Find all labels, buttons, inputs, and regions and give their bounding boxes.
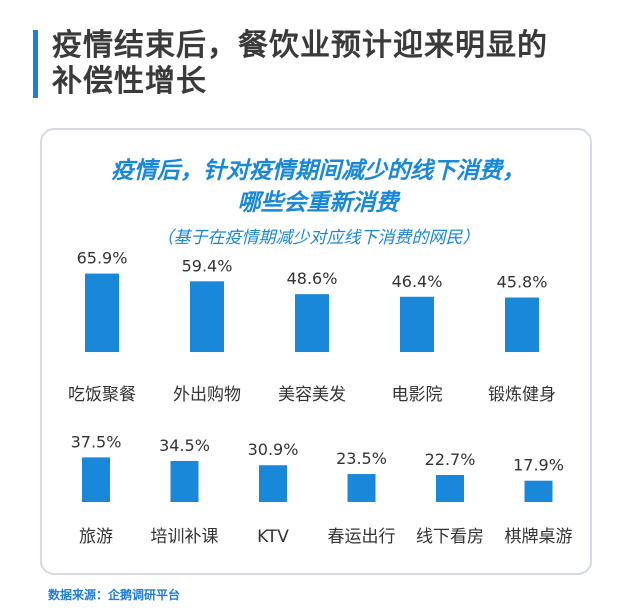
bar-培训补课 (170, 460, 199, 502)
value-label: 65.9% (77, 249, 128, 268)
data-source: 数据来源：企鹅调研平台 (48, 588, 181, 602)
heading-accent-bar (33, 30, 38, 98)
value-label: 45.8% (497, 272, 548, 291)
bar-吃饭聚餐 (85, 273, 119, 352)
bar-春运出行 (347, 474, 376, 502)
value-label: 17.9% (513, 456, 564, 475)
bar-锻炼健身 (505, 297, 539, 352)
category-label: 棋牌桌游 (505, 527, 573, 547)
category-label: 春运出行 (328, 527, 396, 547)
category-label: 美容美发 (278, 385, 346, 405)
category-label: 培训补课 (151, 527, 219, 547)
page-title: 疫情结束后，餐饮业预计迎来明显的 补偿性增长 (52, 28, 548, 99)
bar-外出购物 (190, 281, 224, 352)
category-label: 外出购物 (173, 385, 241, 405)
bar-旅游 (82, 457, 110, 502)
value-label: 59.4% (182, 256, 233, 275)
category-label: 锻炼健身 (488, 385, 556, 405)
bar-电影院 (400, 296, 434, 352)
value-label: 46.4% (392, 272, 443, 291)
value-label: 37.5% (71, 432, 122, 451)
bar-线下看房 (436, 474, 464, 502)
chart-subtitle: （基于在疫情期减少对应线下消费的网民） (156, 228, 480, 248)
category-label: 电影院 (392, 385, 443, 405)
category-label: 线下看房 (416, 527, 484, 547)
category-label: 旅游 (79, 527, 113, 547)
value-label: 23.5% (336, 449, 387, 468)
value-label: 48.6% (287, 269, 338, 288)
category-label: KTV (257, 527, 289, 547)
value-label: 34.5% (159, 436, 210, 455)
bar-棋牌桌游 (524, 480, 553, 502)
value-label: 22.7% (425, 450, 476, 469)
chart-title: 疫情后，针对疫情期间减少的线下消费， 哪些会重新消费 (111, 158, 525, 216)
category-label: 吃饭聚餐 (68, 385, 136, 405)
value-label: 30.9% (248, 440, 299, 459)
bar-KTV (259, 465, 287, 502)
bar-美容美发 (295, 294, 329, 352)
